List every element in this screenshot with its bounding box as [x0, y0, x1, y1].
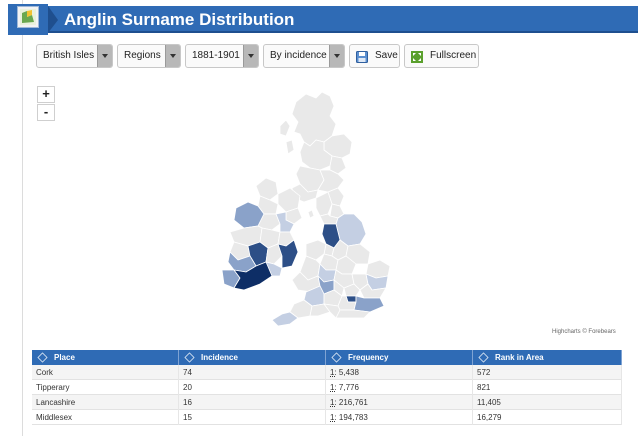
logo — [8, 4, 48, 35]
page-title: Anglin Surname Distribution — [64, 10, 295, 29]
table-row: Cork 74 1: 5,438 572 — [32, 365, 622, 380]
chevron-down-icon[interactable] — [165, 45, 180, 67]
column-header-rank[interactable]: Rank in Area — [473, 350, 622, 365]
table-row: Middlesex 15 1: 194,783 16,279 — [32, 410, 622, 425]
sort-icon — [331, 352, 342, 363]
map-region-cornwall — [271, 311, 299, 327]
frequency-value: 216,761 — [336, 398, 368, 407]
level-select-value: Regions — [124, 50, 161, 61]
map-region-wexford — [277, 239, 299, 269]
table-row: Tipperary 20 1: 7,776 821 — [32, 380, 622, 395]
sort-icon — [37, 352, 48, 363]
rank-cell: 572 — [473, 365, 622, 380]
map-region-kent — [353, 295, 385, 313]
column-header-incidence[interactable]: Incidence — [179, 350, 326, 365]
frequency-ratio: 1: — [330, 383, 337, 392]
mode-select-value: By incidence — [270, 50, 327, 61]
place-cell: Lancashire — [32, 395, 179, 410]
distribution-table: Place Incidence Frequency Rank in Area C… — [32, 350, 622, 425]
mode-select[interactable]: By incidence — [263, 44, 345, 68]
frequency-cell: 1: 216,761 — [326, 395, 473, 410]
column-header-place[interactable]: Place — [32, 350, 179, 365]
year-select-value: 1881-1901 — [192, 50, 240, 61]
incidence-cell: 74 — [179, 365, 326, 380]
rank-cell: 821 — [473, 380, 622, 395]
map-region-isle-of-man — [307, 209, 315, 219]
frequency-value: 7,776 — [336, 383, 359, 392]
frequency-ratio: 1: — [330, 398, 337, 407]
zoom-in-button[interactable]: + — [37, 86, 55, 103]
frequency-cell: 1: 194,783 — [326, 410, 473, 425]
map-region-hertfordshire — [343, 283, 361, 297]
chevron-down-icon[interactable] — [329, 45, 344, 67]
save-icon — [356, 50, 368, 63]
map-region-sussex — [335, 309, 371, 319]
column-label: Rank in Area — [495, 353, 544, 362]
place-cell: Tipperary — [32, 380, 179, 395]
table-row: Lancashire 16 1: 216,761 11,405 — [32, 395, 622, 410]
year-select[interactable]: 1881-1901 — [185, 44, 259, 68]
map-region-donegal — [255, 177, 279, 201]
chevron-down-icon[interactable] — [97, 45, 112, 67]
place-cell: Middlesex — [32, 410, 179, 425]
map-region-louth — [275, 211, 295, 233]
distribution-map[interactable] — [220, 84, 450, 328]
map-region-scotland-islands — [279, 119, 295, 155]
map-credit: Highcharts © Forebears — [552, 329, 616, 335]
frequency-value: 5,438 — [336, 368, 359, 377]
level-select[interactable]: Regions — [117, 44, 181, 68]
title-bar: Anglin Surname Distribution — [8, 4, 638, 35]
map-region-kilkenny — [265, 243, 283, 265]
frequency-cell: 1: 5,438 — [326, 365, 473, 380]
fullscreen-icon — [411, 50, 423, 63]
column-header-frequency[interactable]: Frequency — [326, 350, 473, 365]
fullscreen-label: Fullscreen — [430, 50, 477, 61]
column-label: Incidence — [201, 353, 238, 362]
frequency-cell: 1: 7,776 — [326, 380, 473, 395]
sort-icon — [184, 352, 195, 363]
incidence-cell: 15 — [179, 410, 326, 425]
frequency-ratio: 1: — [330, 368, 337, 377]
map-region-cumberland — [315, 191, 333, 217]
chevron-down-icon[interactable] — [243, 45, 258, 67]
region-select[interactable]: British Isles — [36, 44, 113, 68]
frequency-ratio: 1: — [330, 413, 337, 422]
incidence-cell: 20 — [179, 380, 326, 395]
zoom-out-button[interactable]: - — [37, 104, 55, 121]
column-label: Frequency — [348, 353, 389, 362]
map-region-waterford — [265, 261, 283, 277]
title-chevron-icon — [48, 6, 58, 33]
region-select-value: British Isles — [43, 50, 95, 61]
incidence-cell: 16 — [179, 395, 326, 410]
fullscreen-button[interactable]: Fullscreen — [404, 44, 479, 68]
rank-cell: 11,405 — [473, 395, 622, 410]
save-button[interactable]: Save — [349, 44, 400, 68]
place-cell: Cork — [32, 365, 179, 380]
table-header: Place Incidence Frequency Rank in Area — [32, 350, 622, 365]
save-label: Save — [375, 50, 398, 61]
frequency-value: 194,783 — [336, 413, 368, 422]
sort-icon — [478, 352, 489, 363]
map-logo-icon — [17, 6, 39, 28]
map-region-dorset — [309, 303, 331, 317]
rank-cell: 16,279 — [473, 410, 622, 425]
column-label: Place — [54, 353, 75, 362]
